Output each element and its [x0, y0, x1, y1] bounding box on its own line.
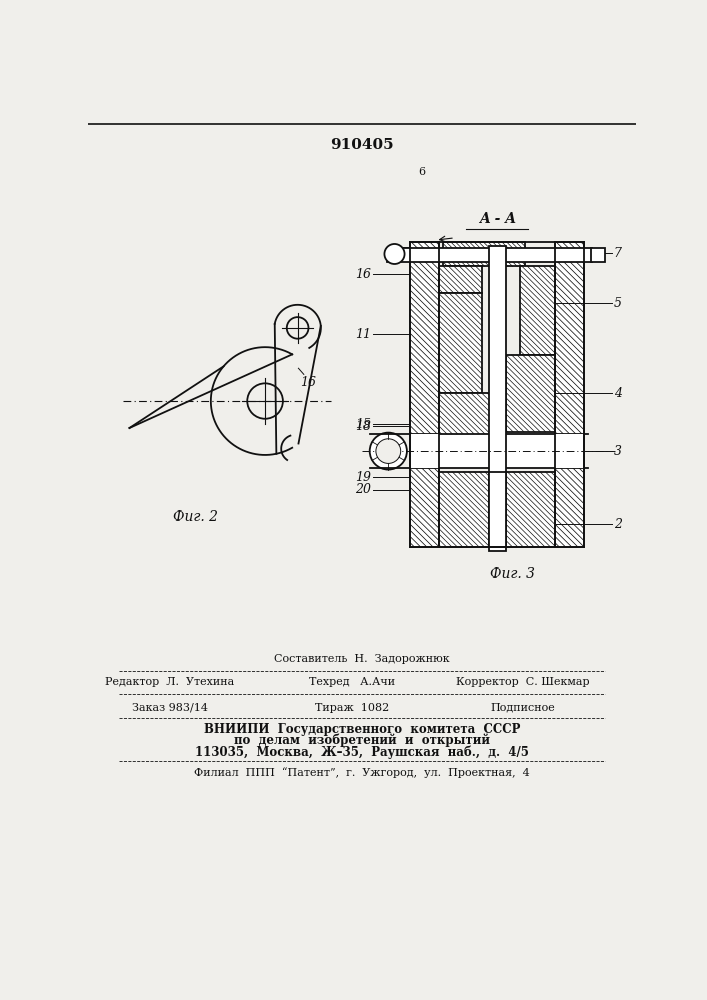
Circle shape — [370, 433, 407, 470]
Text: Подписное: Подписное — [490, 703, 555, 713]
Bar — [506, 355, 555, 432]
Text: A - A: A - A — [479, 212, 515, 226]
Text: Заказ 983/14: Заказ 983/14 — [132, 703, 208, 713]
Bar — [520, 266, 555, 355]
Bar — [489, 472, 506, 547]
Bar — [387, 248, 592, 262]
Bar — [440, 393, 498, 451]
Bar — [387, 248, 410, 260]
Text: Тираж  1082: Тираж 1082 — [315, 703, 389, 713]
Circle shape — [376, 439, 401, 463]
Text: Фиг. 3: Фиг. 3 — [490, 567, 535, 581]
Text: Филиал  ППП  “Патент”,  г.  Ужгород,  ул.  Проектная,  4: Филиал ППП “Патент”, г. Ужгород, ул. Про… — [194, 768, 530, 778]
Bar — [440, 293, 482, 393]
Text: 7: 7 — [614, 247, 622, 260]
Text: 11: 11 — [355, 328, 371, 341]
Text: по  делам  изобретений  и  открытий: по делам изобретений и открытий — [234, 734, 490, 747]
Text: Редактор  Л.  Утехина: Редактор Л. Утехина — [105, 677, 235, 687]
Text: 6: 6 — [418, 167, 425, 177]
Bar — [555, 242, 585, 547]
Text: ВНИИПИ  Государственного  комитета  СССР: ВНИИПИ Государственного комитета СССР — [204, 723, 520, 736]
Bar — [410, 434, 585, 468]
Text: 18: 18 — [355, 420, 371, 433]
Text: 16: 16 — [355, 267, 371, 280]
Text: 2: 2 — [614, 518, 622, 531]
Bar — [440, 472, 498, 547]
Text: 20: 20 — [355, 483, 371, 496]
Text: Корректор  С. Шекмар: Корректор С. Шекмар — [455, 677, 589, 687]
Text: 15: 15 — [355, 418, 371, 431]
Text: 4: 4 — [614, 387, 622, 400]
Circle shape — [385, 244, 404, 264]
Text: 16: 16 — [300, 376, 316, 389]
Bar — [489, 246, 506, 551]
Text: 19: 19 — [355, 471, 371, 484]
Bar — [555, 434, 585, 468]
Text: Техред   А.Ачи: Техред А.Ачи — [309, 677, 395, 687]
Text: 113035,  Москва,  Ж–35,  Раушская  наб.,  д.  4/5: 113035, Москва, Ж–35, Раушская наб., д. … — [195, 745, 529, 759]
Text: 910405: 910405 — [330, 138, 394, 152]
Text: 3: 3 — [614, 445, 622, 458]
Text: 5: 5 — [614, 297, 622, 310]
Text: Составитель  Н.  Задорожнюк: Составитель Н. Задорожнюк — [274, 654, 450, 664]
Bar — [443, 242, 525, 266]
Bar — [410, 434, 440, 468]
Bar — [590, 248, 604, 262]
Bar — [506, 472, 555, 547]
Text: Фиг. 2: Фиг. 2 — [173, 510, 218, 524]
Bar — [440, 266, 482, 293]
Bar — [410, 242, 440, 547]
